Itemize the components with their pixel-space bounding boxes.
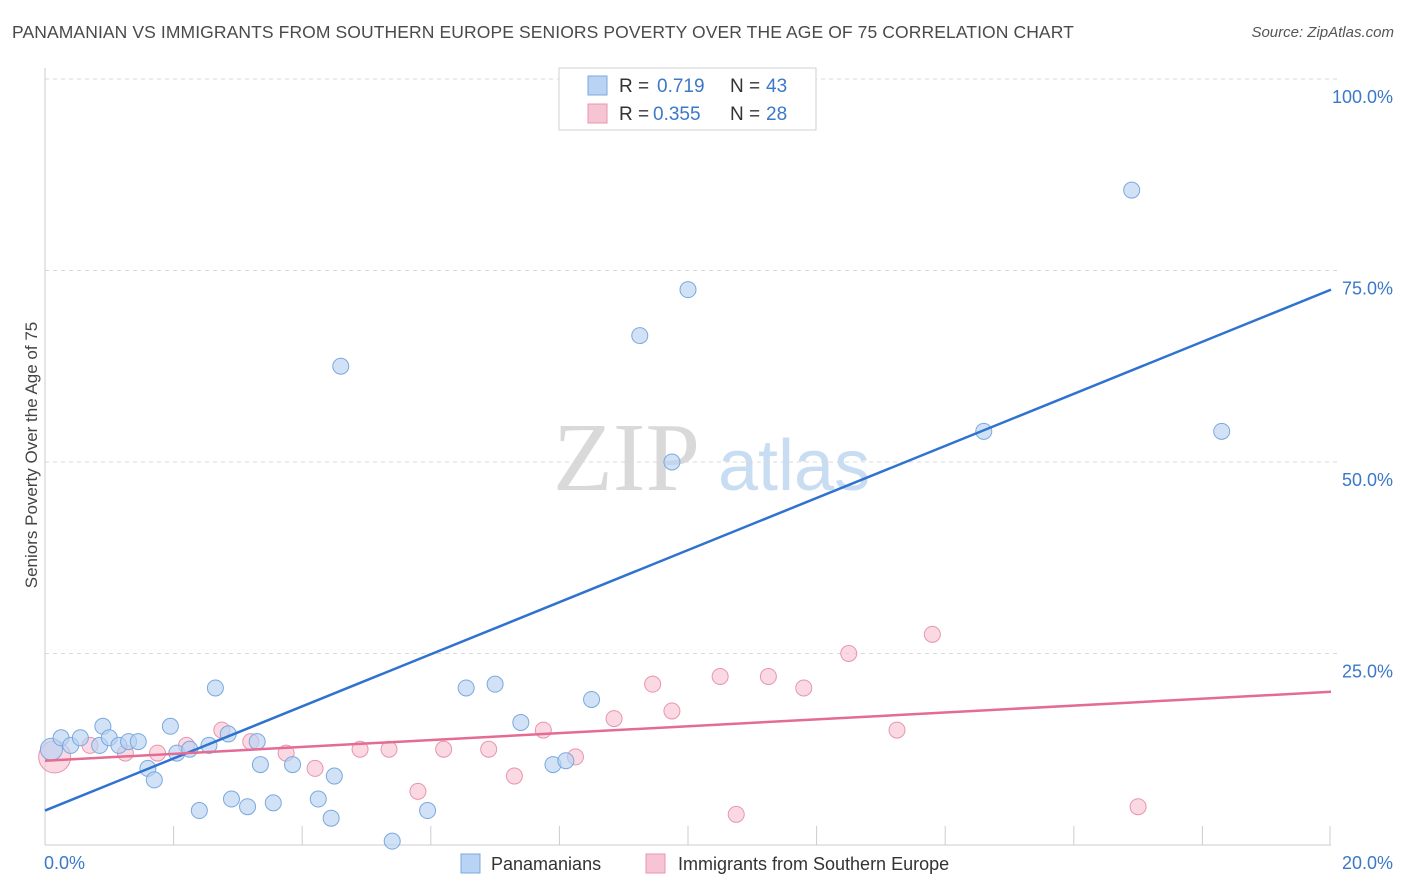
southern-europe-point — [534, 721, 552, 739]
southern-europe-point — [888, 721, 906, 739]
axes — [44, 68, 1331, 846]
panamanian-point — [663, 453, 681, 471]
legend-n-value-1: 43 — [766, 76, 787, 97]
series-legend-label-panamanians: Panamanians — [491, 854, 601, 874]
southern-europe-point — [923, 625, 941, 643]
legend-r-label-2: R = — [619, 104, 649, 125]
panamanian-point — [222, 790, 240, 808]
y-tick-labels: 25.0% 50.0% 75.0% 100.0% — [1332, 87, 1393, 682]
legend-swatch-blue — [587, 75, 608, 96]
correlation-legend: R = 0.719 N = 43 R = 0.355 N = 28 — [558, 67, 817, 131]
y-tick-label-100: 100.0% — [1332, 87, 1393, 107]
panamanian-point — [486, 675, 504, 693]
southern-europe-point — [663, 702, 681, 720]
panamanian-point — [206, 679, 224, 697]
panamanian-point — [145, 771, 163, 789]
panamanian-point — [1123, 181, 1141, 199]
panamanian-point — [457, 679, 475, 697]
panamanian-point — [679, 281, 697, 299]
southern-europe-point — [149, 744, 167, 762]
panamanian-point — [71, 729, 89, 747]
southern-europe-point — [711, 667, 729, 685]
panamanian-point — [309, 790, 327, 808]
y-axis-title: Seniors Poverty Over the Age of 75 — [22, 322, 41, 588]
legend-r-value-1: 0.719 — [657, 76, 705, 97]
panamanian-point — [557, 752, 575, 770]
legend-swatch-pink — [587, 103, 608, 124]
southern-europe-point — [727, 805, 745, 823]
panamanian-trend-line — [44, 288, 1332, 812]
panamanian-point — [383, 832, 401, 850]
southern-europe-point — [435, 740, 453, 758]
panamanian-point — [419, 802, 437, 820]
x-tick-label-min: 0.0% — [44, 853, 85, 873]
y-tick-label-75: 75.0% — [1342, 279, 1393, 299]
panamanian-point — [239, 798, 257, 816]
panamanian-point — [512, 713, 530, 731]
southern-europe-point — [840, 645, 858, 662]
trend-lines — [44, 288, 1332, 812]
legend-r-label-1: R = — [619, 76, 649, 97]
legend-n-label-1: N = — [730, 76, 760, 97]
series-legend-label-southern-europe: Immigrants from Southern Europe — [678, 854, 949, 874]
y-tick-label-50: 50.0% — [1342, 470, 1393, 490]
southern-europe-point — [644, 675, 662, 693]
southern-europe-point — [759, 667, 777, 685]
panamanian-point — [583, 690, 601, 708]
watermark-atlas: atlas — [718, 426, 870, 506]
southern-europe-point — [505, 767, 523, 785]
legend-n-value-2: 28 — [766, 104, 787, 125]
panamanian-point — [190, 802, 208, 820]
panamanian-point — [161, 717, 179, 735]
southern-europe-point — [605, 710, 623, 728]
panamanian-point — [264, 794, 282, 812]
panamanian-point — [1213, 422, 1231, 440]
southern-europe-point — [480, 740, 498, 758]
x-tick-label-max: 20.0% — [1342, 853, 1393, 873]
chart-title: PANAMANIAN VS IMMIGRANTS FROM SOUTHERN E… — [12, 22, 1074, 42]
panamanian-point — [322, 809, 340, 827]
southern-europe-point — [409, 782, 427, 800]
series-legend-swatch-southern-europe — [645, 853, 666, 874]
x-tick-labels: 0.0% 20.0% — [44, 853, 1393, 873]
southern-europe-point — [1129, 798, 1147, 816]
legend-n-label-2: N = — [730, 104, 760, 125]
panamanian-point — [332, 357, 350, 375]
panamanian-point — [251, 756, 269, 774]
data-points — [38, 181, 1231, 850]
series-legend-swatch-panamanians — [460, 853, 481, 874]
legend-r-value-2: 0.355 — [653, 104, 701, 125]
series-legend: Panamanians Immigrants from Southern Eur… — [460, 853, 949, 874]
panamanian-point — [248, 733, 266, 751]
panamanian-point — [129, 733, 147, 751]
panamanian-point — [325, 767, 343, 785]
y-tick-label-25: 25.0% — [1342, 662, 1393, 682]
southern-europe-trend-line — [44, 690, 1332, 762]
source-credit: Source: ZipAtlas.com — [1251, 24, 1394, 41]
southern-europe-point — [795, 679, 813, 697]
panamanian-point — [631, 327, 649, 345]
southern-europe-point — [306, 759, 324, 777]
panamanian-point — [284, 756, 302, 774]
